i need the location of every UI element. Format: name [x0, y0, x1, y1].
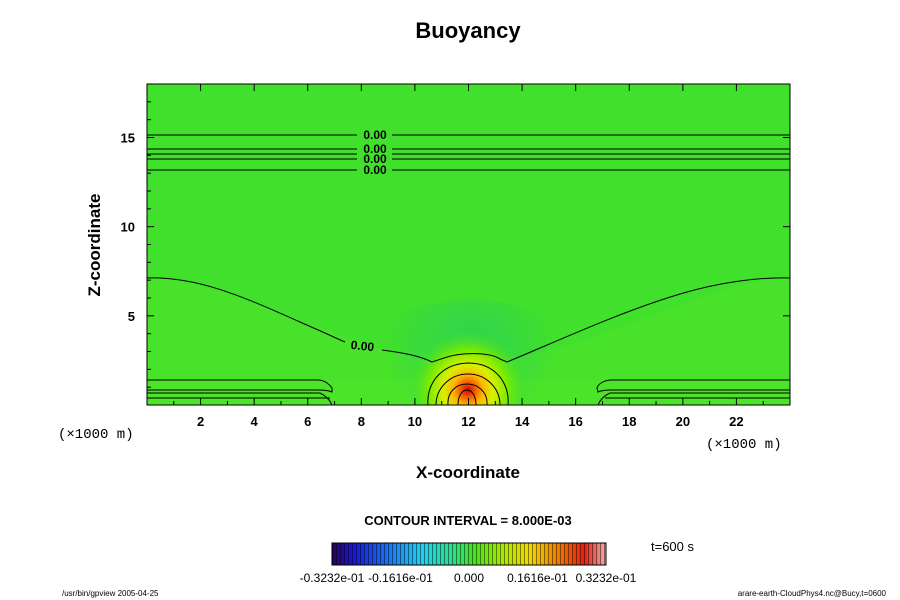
- x-tick-label: 18: [622, 414, 636, 429]
- contour-lines: [147, 134, 790, 405]
- contour-line: [147, 277, 790, 363]
- contour-line: [427, 362, 509, 405]
- contour-label: 0.00: [363, 163, 387, 177]
- colorbar-ticks: -0.3232e-01 -0.1616e-01 0.000 0.1616e-01 0.3…: [300, 571, 637, 585]
- y-tick-label: 15: [121, 131, 135, 146]
- y-tick-label: 5: [128, 309, 135, 324]
- x-tick-label: 4: [251, 414, 259, 429]
- x-tick-label: 2: [197, 414, 204, 429]
- colorbar-frame: [331, 542, 607, 566]
- x-axis-title: X-coordinate: [416, 463, 520, 482]
- colorbar-tick-label: -0.1616e-01: [368, 571, 433, 585]
- y-tick-label: 10: [121, 220, 135, 235]
- x-axis: 2 4 6 8 10 12 14 16 18 20 22: [173, 84, 764, 429]
- x-tick-label: 10: [408, 414, 422, 429]
- contour-label: 0.00: [363, 142, 387, 156]
- x-tick-label: 20: [676, 414, 690, 429]
- contour-line: [457, 389, 477, 405]
- x-unit-left: (×1000 m): [58, 427, 134, 443]
- field-lower-band: [147, 278, 790, 405]
- contour-line: [596, 379, 790, 405]
- colorbar-tick-label: -0.3232e-01: [300, 571, 365, 585]
- x-tick-label: 8: [358, 414, 365, 429]
- y-axis-title: Z-coordinate: [85, 194, 104, 297]
- contour-label: 0.00: [363, 152, 387, 166]
- chart-title: Buoyancy: [415, 18, 521, 43]
- contour-line: [435, 373, 501, 405]
- time-label: t=600 s: [651, 539, 695, 554]
- contour-line: [447, 383, 488, 405]
- contour-label: 0.00: [350, 338, 375, 354]
- colorbar-tick-label: 0.000: [454, 571, 484, 585]
- warm-bubble: [408, 330, 528, 405]
- x-tick-label: 22: [729, 414, 743, 429]
- x-tick-label: 16: [568, 414, 582, 429]
- x-unit-right: (×1000 m): [706, 437, 782, 453]
- contour-label: 0.00: [363, 128, 387, 142]
- footer-right: arare-earth-CloudPhys4.nc@Bucy,t=0600: [738, 589, 887, 598]
- y-axis: 5 10 15: [121, 101, 790, 388]
- x-tick-label: 6: [304, 414, 311, 429]
- colorbar-lines: [332, 543, 606, 565]
- plot-area: [147, 84, 790, 405]
- colorbar-tick-label: 0.3232e-01: [576, 571, 637, 585]
- colorbar-tick-label: 0.1616e-01: [507, 571, 568, 585]
- colorbar: -0.3232e-01 -0.1616e-01 0.000 0.1616e-01 0.3…: [300, 542, 637, 585]
- contour-labels: 0.00 0.00 0.00 0.00 0.00: [350, 128, 387, 354]
- x-tick-label: 14: [515, 414, 530, 429]
- x-tick-label: 12: [461, 414, 475, 429]
- footer-left: /usr/bin/gpview 2005-04-25: [62, 589, 159, 598]
- contour-interval-text: CONTOUR INTERVAL = 8.000E-03: [364, 513, 571, 528]
